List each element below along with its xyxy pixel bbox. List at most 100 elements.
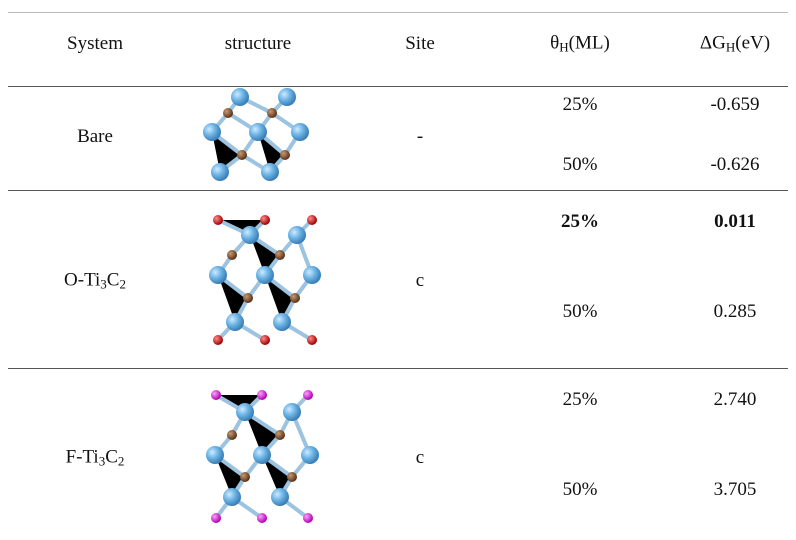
rule: [8, 368, 788, 369]
atom: [231, 88, 249, 106]
delta-g: 2.740: [713, 389, 757, 410]
atom: [203, 123, 221, 141]
text: Site: [405, 33, 435, 54]
atom: [211, 390, 221, 400]
atom: [206, 446, 224, 464]
atom: [211, 513, 221, 523]
atom: [260, 215, 270, 225]
coverage-cell: 25%: [561, 211, 599, 233]
atom: [236, 403, 254, 421]
coverage: 25%: [561, 211, 599, 232]
delta-g: -0.626: [710, 154, 760, 175]
site: -: [416, 126, 424, 147]
atom: [307, 215, 317, 225]
atom: [283, 403, 301, 421]
delta-g-cell: 0.285: [714, 301, 757, 323]
atom: [211, 163, 229, 181]
text: ΔG: [699, 32, 726, 54]
atom: [303, 266, 321, 284]
atom: [256, 266, 274, 284]
system-cell: O-Ti3C2: [64, 270, 126, 293]
atom: [240, 472, 250, 482]
atom: [237, 150, 247, 160]
atom: [249, 123, 267, 141]
coverage: 25%: [562, 389, 598, 410]
atom: [287, 472, 297, 482]
text: System: [67, 33, 123, 54]
coverage: 50%: [562, 154, 598, 175]
site: c: [415, 270, 425, 291]
text: structure: [224, 33, 292, 54]
delta-g-cell: 0.011: [714, 211, 756, 233]
site: c: [415, 447, 425, 468]
atom: [213, 335, 223, 345]
header-cell: System: [67, 33, 123, 55]
header-cell: ΔGH(eV): [700, 33, 770, 56]
coverage-cell: 25%: [563, 389, 598, 411]
atom: [280, 150, 290, 160]
text: F-Ti: [65, 446, 99, 468]
atom: [275, 430, 285, 440]
subscript: H: [725, 39, 736, 55]
atom: [260, 335, 270, 345]
delta-g: -0.659: [710, 94, 760, 115]
atom: [253, 446, 271, 464]
atom: [288, 226, 306, 244]
atom: [227, 430, 237, 440]
delta-g: 0.285: [713, 301, 757, 322]
atom: [307, 335, 317, 345]
delta-g-cell: -0.626: [710, 154, 759, 176]
text: C: [105, 446, 118, 468]
header-cell: θH(ML): [550, 33, 610, 56]
atom: [301, 446, 319, 464]
atom: [223, 488, 241, 506]
site-cell: c: [416, 447, 424, 469]
coverage-cell: 25%: [563, 94, 598, 116]
subscript: 2: [117, 453, 125, 469]
header-cell: structure: [225, 33, 291, 55]
atom: [261, 163, 279, 181]
site-cell: -: [417, 126, 423, 148]
atom: [209, 266, 227, 284]
atom: [257, 390, 267, 400]
coverage: 50%: [562, 301, 598, 322]
atom: [243, 293, 253, 303]
atom: [271, 488, 289, 506]
atom: [303, 513, 313, 523]
rule: [8, 190, 788, 191]
atom: [290, 293, 300, 303]
delta-g: 0.011: [714, 211, 756, 232]
delta-g: 3.705: [713, 479, 757, 500]
atom: [267, 108, 277, 118]
text: θ: [550, 32, 560, 54]
text: O-Ti: [64, 269, 101, 291]
atom: [273, 313, 291, 331]
coverage: 25%: [562, 94, 598, 115]
delta-g-cell: 3.705: [714, 479, 757, 501]
delta-g-cell: -0.659: [710, 94, 759, 116]
atom: [278, 88, 296, 106]
system-cell: Bare: [77, 126, 113, 148]
rule: [8, 86, 788, 87]
text: C: [106, 269, 120, 291]
o-atoms: [209, 215, 321, 345]
subscript: 2: [119, 276, 126, 292]
rule: [8, 12, 788, 13]
atom: [241, 226, 259, 244]
subscript: H: [559, 39, 569, 55]
text: Bare: [77, 126, 113, 147]
atom: [303, 390, 313, 400]
atom: [213, 215, 223, 225]
atom: [257, 513, 267, 523]
header-cell: Site: [405, 33, 435, 55]
text: (ML): [568, 32, 610, 54]
subscript: 3: [100, 276, 107, 292]
coverage-cell: 50%: [563, 479, 598, 501]
coverage: 50%: [562, 479, 598, 500]
atom: [223, 108, 233, 118]
subscript: 3: [98, 453, 106, 469]
atom: [291, 123, 309, 141]
coverage-cell: 50%: [563, 301, 598, 323]
